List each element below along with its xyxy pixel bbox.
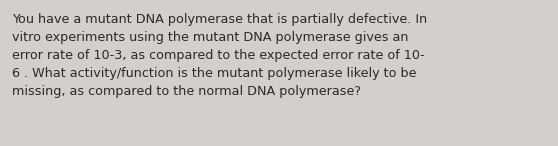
Text: You have a mutant DNA polymerase that is partially defective. In
vitro experimen: You have a mutant DNA polymerase that is… bbox=[12, 13, 427, 98]
